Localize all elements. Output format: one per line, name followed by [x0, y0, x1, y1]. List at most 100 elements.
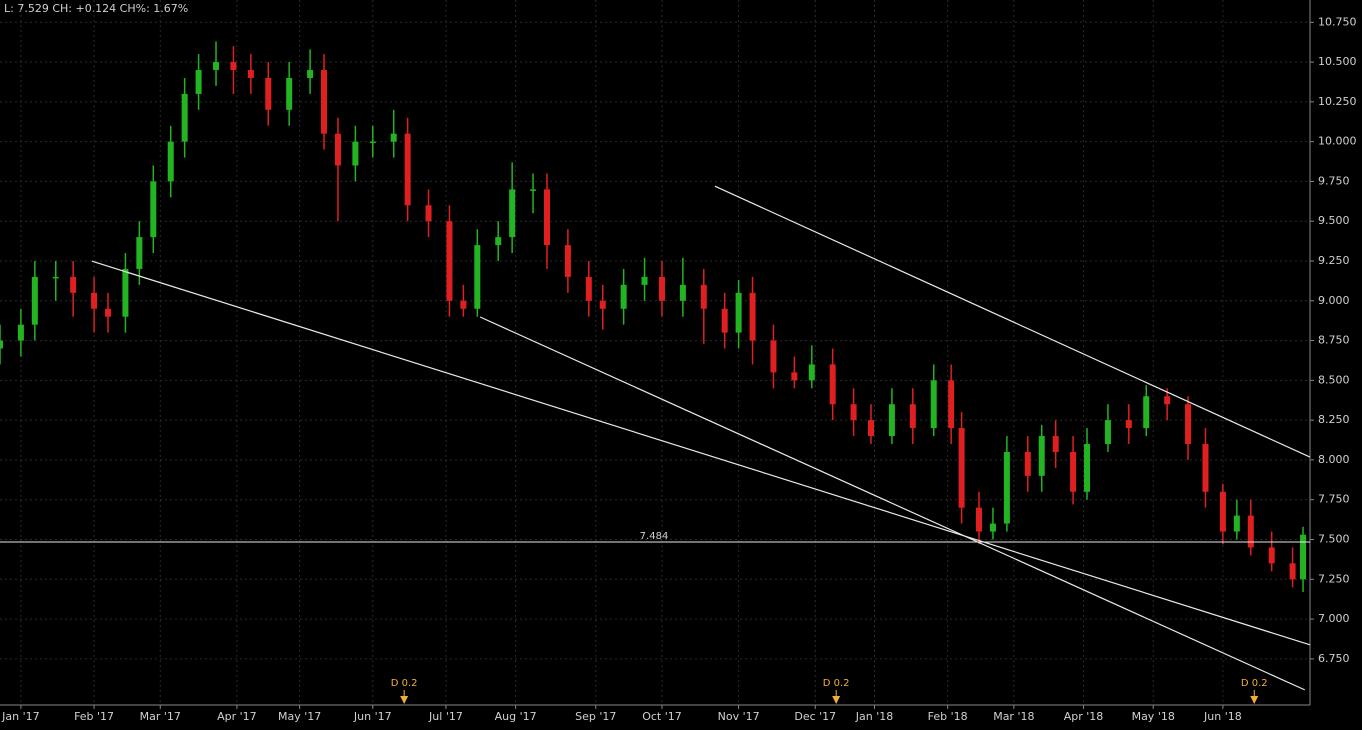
candle-body	[1024, 451, 1031, 476]
event-marker	[1250, 696, 1259, 704]
candle-body	[1185, 404, 1192, 445]
y-tick-label: 9.500	[1318, 214, 1350, 227]
candle-body	[679, 284, 686, 301]
candle-body	[735, 292, 742, 333]
candle-body	[930, 380, 937, 429]
candle-body	[721, 308, 728, 333]
candle-body	[509, 189, 516, 238]
y-tick-label: 8.250	[1318, 413, 1350, 426]
candle-body	[390, 133, 397, 142]
trendline	[714, 185, 1311, 458]
x-tick-label: Aug '17	[495, 710, 537, 723]
y-tick-label: 8.000	[1318, 453, 1350, 466]
x-tick-label: Sep '17	[575, 710, 616, 723]
candle-body	[620, 284, 627, 309]
candle-body	[770, 340, 777, 373]
candle-body	[989, 523, 996, 532]
x-tick-label: Oct '17	[642, 710, 682, 723]
trendline	[91, 260, 1311, 646]
candle-body	[91, 292, 98, 309]
candle-body	[352, 141, 359, 166]
candle-body	[599, 300, 606, 309]
x-tick-label: Feb '18	[928, 710, 968, 723]
event-label: D 0.2	[391, 678, 418, 689]
event-marker	[400, 696, 409, 704]
y-tick-label: 7.500	[1318, 532, 1350, 545]
candle-body	[213, 62, 220, 71]
x-tick-label: Dec '17	[794, 710, 836, 723]
x-tick-label: Nov '17	[718, 710, 760, 723]
y-tick-label: 6.750	[1318, 652, 1350, 665]
candle-body	[808, 364, 815, 381]
candle-body	[52, 276, 59, 279]
candle-body	[1219, 491, 1226, 532]
candle-body	[958, 428, 965, 508]
candle-body	[181, 93, 188, 142]
candle-body	[265, 77, 272, 110]
y-tick-label: 9.750	[1318, 174, 1350, 187]
candle-body	[446, 221, 453, 301]
candle-body	[1268, 547, 1275, 564]
candle-body	[1084, 444, 1091, 492]
candle-body	[495, 237, 502, 246]
x-tick-label: Feb '17	[74, 710, 114, 723]
candle-body	[230, 62, 237, 71]
y-tick-label: 10.250	[1318, 95, 1357, 108]
x-tick-label: Apr '18	[1064, 710, 1104, 723]
candle-body	[1202, 444, 1209, 492]
candle-body	[167, 141, 174, 182]
candle-body	[0, 340, 3, 349]
y-tick-label: 10.500	[1318, 55, 1357, 68]
y-tick-label: 8.750	[1318, 334, 1350, 347]
status-text: L: 7.529 CH: +0.124 CH%: 1.67%	[4, 2, 188, 15]
x-tick-label: Jun '18	[1203, 710, 1242, 723]
x-tick-label: Jun '17	[353, 710, 392, 723]
candle-body	[791, 372, 798, 381]
event-label: D 0.2	[823, 678, 850, 689]
y-tick-label: 9.000	[1318, 294, 1350, 307]
candle-body	[749, 292, 756, 341]
trendline	[479, 316, 1306, 691]
x-tick-label: Jan '18	[855, 710, 893, 723]
y-tick-label: 8.500	[1318, 373, 1350, 386]
candle-body	[321, 70, 328, 134]
candle-body	[543, 189, 550, 246]
y-tick-label: 10.000	[1318, 135, 1357, 148]
x-tick-label: Mar '18	[993, 710, 1034, 723]
y-tick-label: 7.250	[1318, 572, 1350, 585]
candle-body	[1247, 515, 1254, 548]
candle-body	[1104, 420, 1111, 445]
candle-body	[460, 300, 467, 309]
candle-body	[850, 404, 857, 421]
y-tick-label: 9.250	[1318, 254, 1350, 267]
candle-body	[31, 276, 38, 325]
candle-body	[195, 70, 202, 94]
candle-body	[909, 404, 916, 429]
candle-body	[70, 276, 77, 293]
candle-body	[1003, 451, 1010, 524]
candle-body	[976, 507, 983, 532]
candle-body	[1052, 436, 1059, 452]
candle-body	[585, 276, 592, 301]
y-tick-label: 7.000	[1318, 612, 1350, 625]
candle-body	[425, 205, 432, 222]
candle-body	[829, 364, 836, 405]
x-tick-label: May '18	[1132, 710, 1175, 723]
candle-body	[122, 268, 129, 317]
candle-body	[17, 324, 24, 341]
candle-body	[700, 284, 707, 309]
candle-body	[948, 380, 955, 429]
x-tick-label: May '17	[278, 710, 321, 723]
candle-body	[369, 141, 376, 144]
candle-body	[1300, 534, 1307, 580]
candle-body	[1233, 515, 1240, 532]
candle-body	[658, 276, 665, 301]
candle-body	[286, 77, 293, 110]
candle-body	[530, 189, 537, 191]
candle-body	[136, 237, 143, 269]
x-tick-label: Jan '17	[1, 710, 39, 723]
candle-body	[105, 308, 112, 317]
event-marker	[832, 696, 841, 704]
